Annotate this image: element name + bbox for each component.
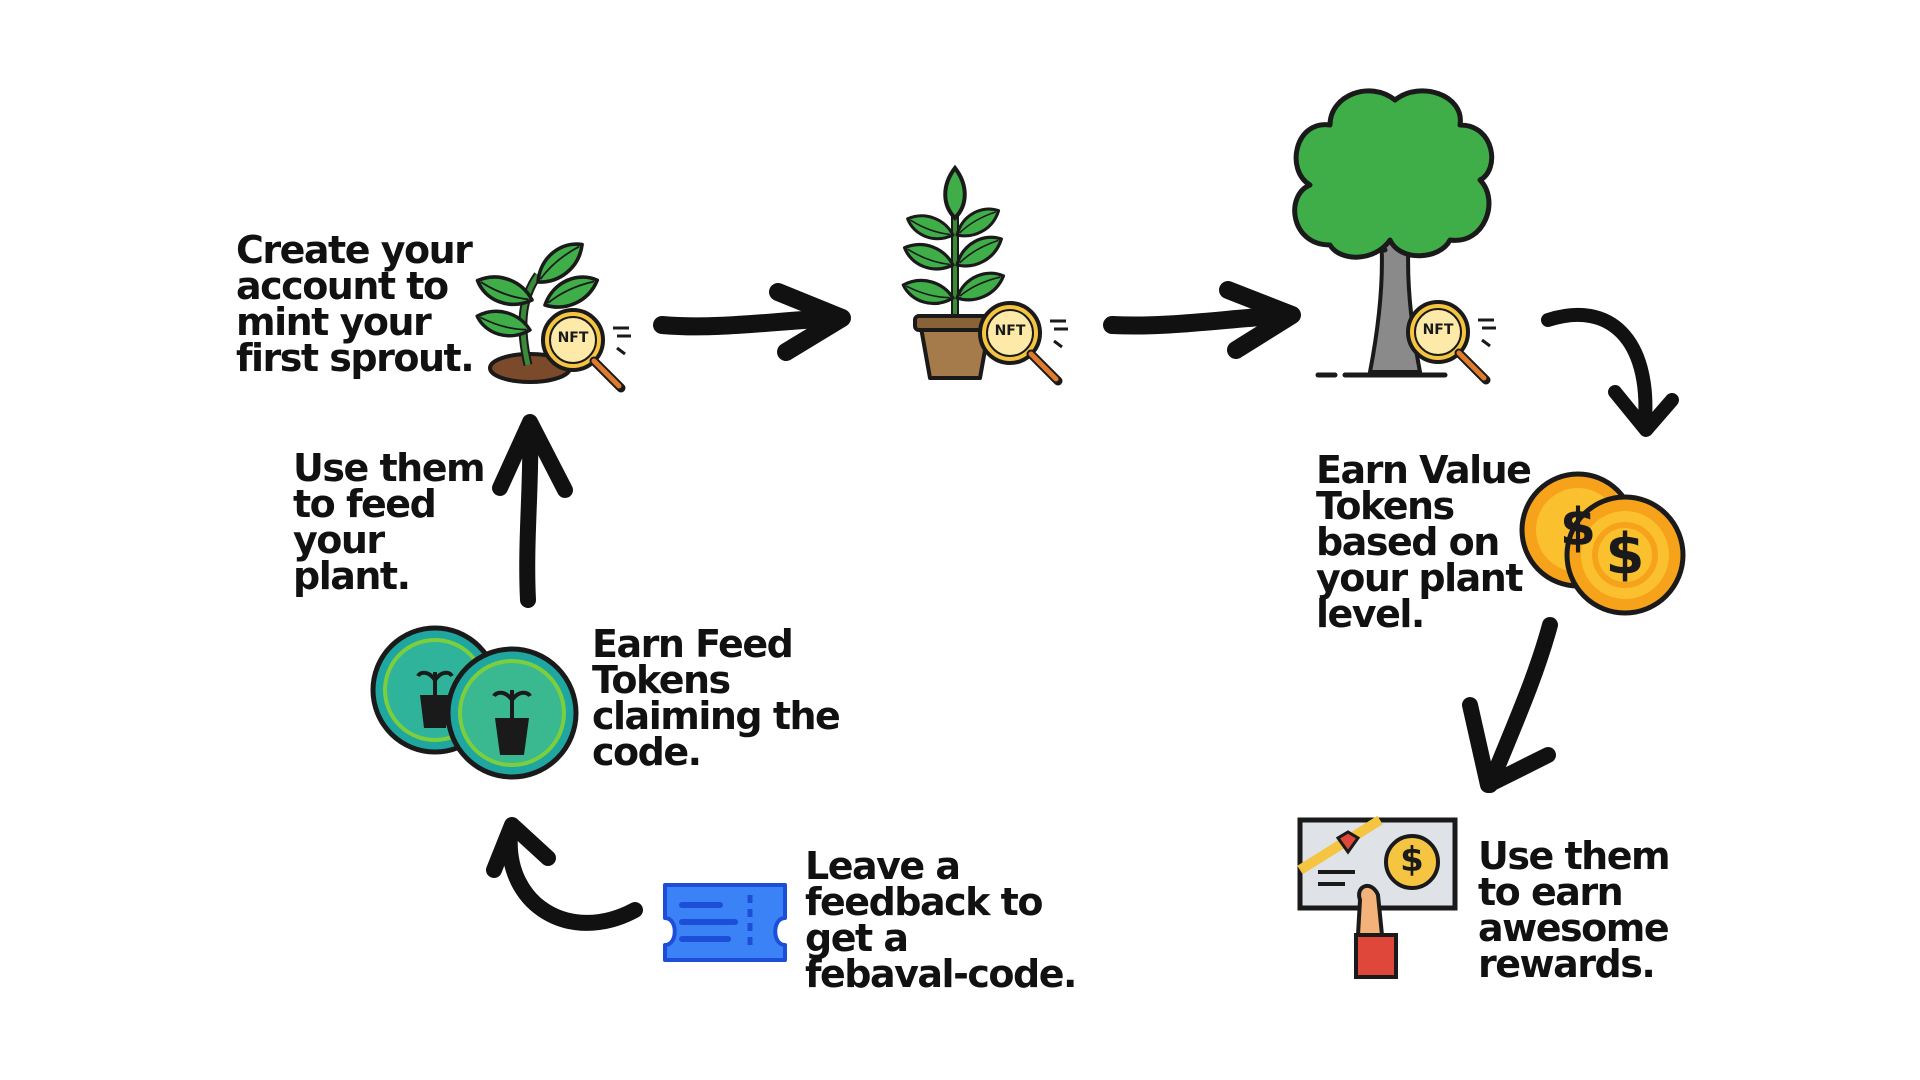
arrow-sprout-to-potted xyxy=(653,283,851,361)
coin-dollar-back: $ xyxy=(1559,498,1597,558)
arrow-feed-to-sprout xyxy=(492,414,573,608)
gold-coins-icon xyxy=(1519,471,1686,616)
step-feed-plant: Use them to feed your plant. xyxy=(293,446,486,598)
voucher-dollar: $ xyxy=(1400,840,1424,880)
nft-badge-2: NFT xyxy=(994,323,1026,339)
arrow-potted-to-tree xyxy=(1103,281,1301,359)
step-leave-feedback: Leave a feedback to get a febaval-code. xyxy=(805,844,1077,996)
feed-token-coins-icon xyxy=(370,625,579,780)
potted-plant-icon xyxy=(898,164,1010,380)
step-earn-feed: Earn Feed Tokens claiming the code. xyxy=(592,622,841,774)
arrow-ticket-to-feed xyxy=(486,817,643,931)
nft-badge-3: NFT xyxy=(1422,322,1454,338)
ticket-icon xyxy=(663,883,787,962)
step-use-rewards: Use them to earn awesome rewards. xyxy=(1478,834,1671,986)
step-create-account: Create your account to mint your first s… xyxy=(236,228,475,380)
arrow-tree-to-coins xyxy=(1541,308,1679,437)
nft-magnifier-icon xyxy=(980,303,1068,381)
arrow-coins-to-rewards xyxy=(1462,617,1558,793)
reward-voucher-icon xyxy=(1297,815,1458,979)
step-earn-value: Earn Value Tokens based on your plant le… xyxy=(1316,448,1532,636)
coin-dollar-front: $ xyxy=(1605,522,1645,587)
nft-badge-1: NFT xyxy=(557,330,589,346)
